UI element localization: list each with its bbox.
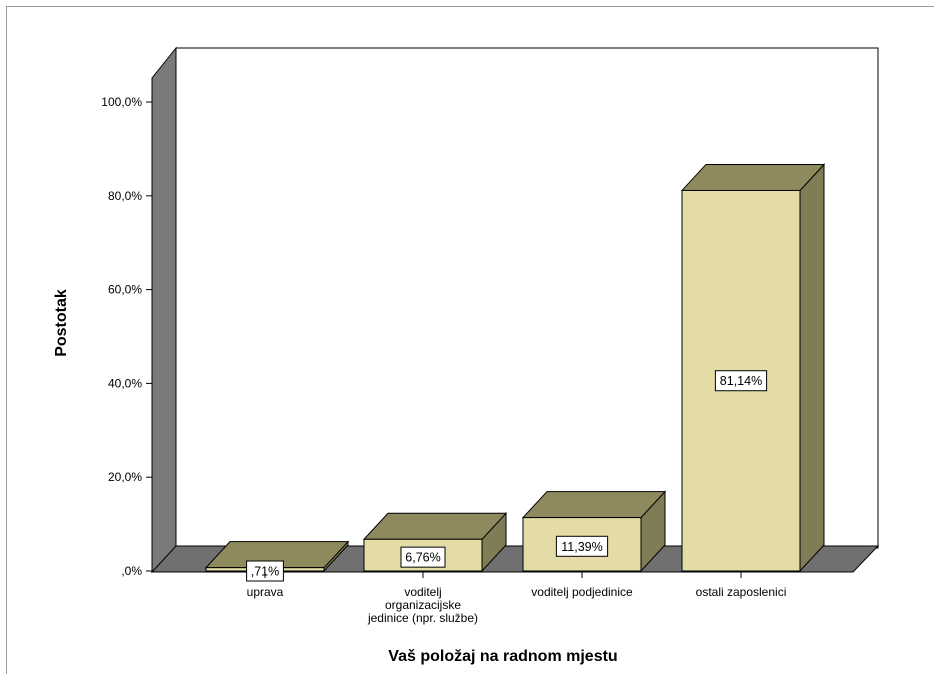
bar: 81,14%: [680, 163, 826, 573]
x-axis-title: Vaš položaj na radnom mjestu: [388, 648, 617, 665]
bar-top: [521, 491, 667, 519]
data-label: ,71%: [246, 560, 284, 582]
data-label: 81,14%: [714, 370, 768, 392]
y-tick-label: 80,0%: [108, 189, 142, 203]
data-label-box: [714, 370, 768, 392]
data-label-box: [555, 535, 609, 557]
y-tick-label: 60,0%: [108, 283, 142, 297]
bar: 11,39%: [521, 490, 667, 573]
category-label: ostali zaposlenici: [696, 585, 787, 599]
data-label: 6,76%: [400, 546, 446, 568]
category-label: jedinice (npr. službe): [367, 611, 478, 625]
bar-side: [799, 163, 825, 573]
category-label: organizacijske: [385, 598, 461, 612]
data-label-box: [400, 546, 446, 568]
bar-top: [680, 163, 826, 191]
data-label-text: ,71%: [251, 565, 280, 579]
data-label-box: [246, 560, 284, 582]
y-axis-ticks: ,0% 20,0% 40,0% 60,0% 80,0% 100,0%: [101, 95, 152, 578]
bar: ,71%: [204, 540, 350, 582]
data-label-text: 6,76%: [405, 551, 440, 565]
category-label: voditelj podjedinice: [531, 585, 633, 599]
bar: 6,76%: [362, 512, 508, 573]
y-tick-label: 40,0%: [108, 376, 142, 390]
y-tick-label: 20,0%: [108, 470, 142, 484]
chart-frame: [6, 6, 934, 674]
category-label: uprava: [247, 585, 284, 599]
left-wall: [151, 46, 177, 574]
data-label: 11,39%: [555, 535, 609, 557]
y-tick-label: ,0%: [121, 564, 142, 578]
category-label: voditelj: [404, 585, 441, 599]
data-label-text: 11,39%: [561, 540, 602, 554]
bar-top: [362, 512, 508, 540]
y-axis-title: Postotak: [53, 289, 70, 357]
data-label-text: 81,14%: [720, 374, 762, 388]
bars: ,71% 6,76% 11,39% 81,14%: [204, 163, 826, 582]
y-tick-label: 100,0%: [101, 95, 142, 109]
